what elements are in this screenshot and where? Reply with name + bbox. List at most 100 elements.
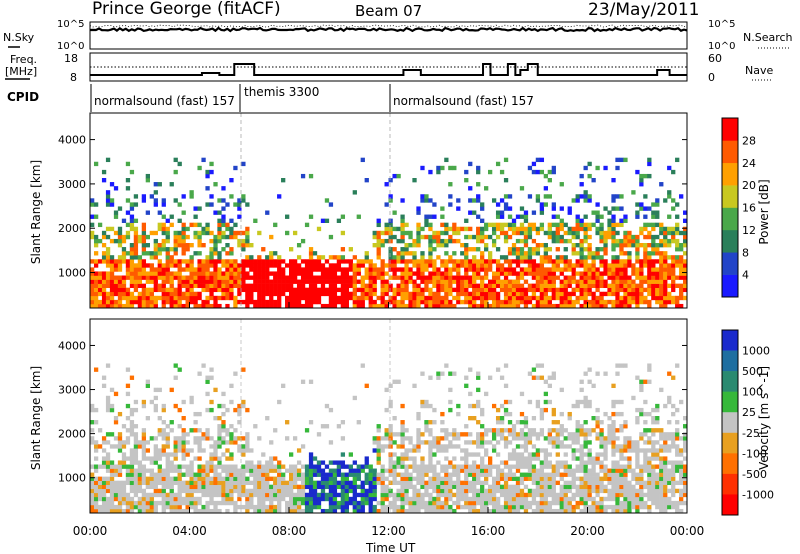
velocity-cell-2221 <box>635 488 640 494</box>
velocity-cell-1385 <box>448 387 453 393</box>
velocity-cell-2158 <box>619 456 624 461</box>
velocity-cell-1895 <box>563 468 568 473</box>
velocity-cell-741 <box>265 480 270 486</box>
velocity-cell-1001 <box>352 496 357 502</box>
velocity-cell-1835 <box>551 492 556 498</box>
power-cell-1656 <box>511 247 517 252</box>
velocity-cell-2174 <box>623 480 628 486</box>
power-cell-1004 <box>352 279 357 284</box>
velocity-cell-2310 <box>651 428 656 433</box>
velocity-cell-2176 <box>623 472 628 477</box>
power-cell-2407 <box>671 169 676 175</box>
power-cell-3 <box>90 291 95 297</box>
velocity-cell-502 <box>205 472 210 477</box>
power-cell-705 <box>253 263 258 268</box>
velocity-cell-1983 <box>583 464 588 469</box>
power-cell-1173 <box>400 247 405 252</box>
power-cell-306 <box>157 182 162 187</box>
velocity-cell-1256 <box>420 456 425 461</box>
velocity-cell-2366 <box>663 456 668 461</box>
power-cell-1676 <box>515 238 521 244</box>
power-cell-1282 <box>428 287 433 293</box>
power-cell-480 <box>201 303 206 309</box>
power-cell-1753 <box>535 303 541 309</box>
power-cell-484 <box>201 279 206 284</box>
power-cell-2000 <box>587 283 592 288</box>
power-cell-91 <box>109 271 115 276</box>
velocity-cell-3 <box>90 496 95 502</box>
velocity-cell-118 <box>117 500 123 506</box>
velocity-cell-1496 <box>476 432 481 437</box>
velocity-cell-2293 <box>647 363 652 368</box>
velocity-cell-1863 <box>555 440 560 445</box>
power-cell-1908 <box>567 275 572 280</box>
power-cell-1788 <box>539 210 545 215</box>
power-cell-736 <box>265 299 270 305</box>
velocity-cell-234 <box>141 456 147 461</box>
velocity-cell-890 <box>312 480 318 486</box>
velocity-cell-1844 <box>551 440 556 445</box>
power-cell-1550 <box>488 251 493 256</box>
velocity-cell-223 <box>141 508 147 514</box>
power-cell-1413 <box>456 230 461 236</box>
power-cell-307 <box>161 303 166 309</box>
velocity-cell-2142 <box>615 428 620 433</box>
velocity-cell-305 <box>157 416 162 421</box>
power-cell-467 <box>197 275 202 280</box>
power-cell-2037 <box>595 283 600 288</box>
velocity-cell-330 <box>165 492 170 498</box>
velocity-cell-534 <box>213 500 218 506</box>
velocity-cell-1552 <box>488 428 493 433</box>
power-cell-915 <box>320 255 326 260</box>
power-cell-2312 <box>651 210 656 215</box>
velocity-cell-2413 <box>675 468 680 473</box>
power-cell-627 <box>233 275 238 280</box>
power-cell-1989 <box>583 226 588 232</box>
power-cell-662 <box>241 247 246 252</box>
power-cell-1470 <box>472 283 477 288</box>
power-cell-2007 <box>587 251 592 256</box>
power-cell-1246 <box>420 295 425 301</box>
power-cell-689 <box>249 287 254 293</box>
velocity-cell-82 <box>105 363 111 368</box>
velocity-cell-1830 <box>547 383 552 389</box>
power-cell-1926 <box>571 251 576 256</box>
velocity-cell-239 <box>141 436 147 441</box>
velocity-cell-424 <box>185 472 190 477</box>
power-cell-1166 <box>400 279 405 284</box>
velocity-cell-1113 <box>388 492 393 498</box>
velocity-cell-197 <box>133 468 139 473</box>
velocity-cell-2337 <box>659 492 664 498</box>
power-cell-432 <box>189 295 194 301</box>
power-cell-904 <box>316 255 322 260</box>
power-cell-1544 <box>488 283 493 288</box>
velocity-cell-1289 <box>428 456 433 461</box>
velocity-cell-1581 <box>495 452 501 457</box>
power-cell-1295 <box>428 222 433 228</box>
velocity-cell-1473 <box>472 476 477 481</box>
velocity-cell-1723 <box>527 472 533 477</box>
velocity-cell-1584 <box>495 428 501 433</box>
velocity-cell-1116 <box>388 472 393 477</box>
power-cell-1540 <box>488 303 493 309</box>
velocity-cell-734 <box>261 452 266 457</box>
power-cell-609 <box>229 275 234 280</box>
power-cell-234 <box>141 251 147 256</box>
velocity-cell-1971 <box>579 379 584 384</box>
velocity-cell-1276 <box>424 403 429 409</box>
power-cell-433 <box>189 291 194 297</box>
velocity-cell-1467 <box>472 500 477 506</box>
velocity-cell-525 <box>209 452 214 457</box>
power-cell-800 <box>285 283 290 288</box>
power-cell-342 <box>165 230 170 236</box>
velocity-cell-2317 <box>655 492 660 498</box>
power-cell-1774 <box>539 295 545 301</box>
velocity-cell-613 <box>229 464 234 469</box>
power-cell-1896 <box>563 259 568 264</box>
power-cell-1051 <box>368 271 373 276</box>
velocity-cell-2048 <box>595 420 600 425</box>
velocity-cell-1920 <box>571 492 576 498</box>
velocity-cell-686 <box>249 504 254 510</box>
power-cell-1548 <box>488 259 493 264</box>
velocity-cell-767 <box>273 480 278 486</box>
